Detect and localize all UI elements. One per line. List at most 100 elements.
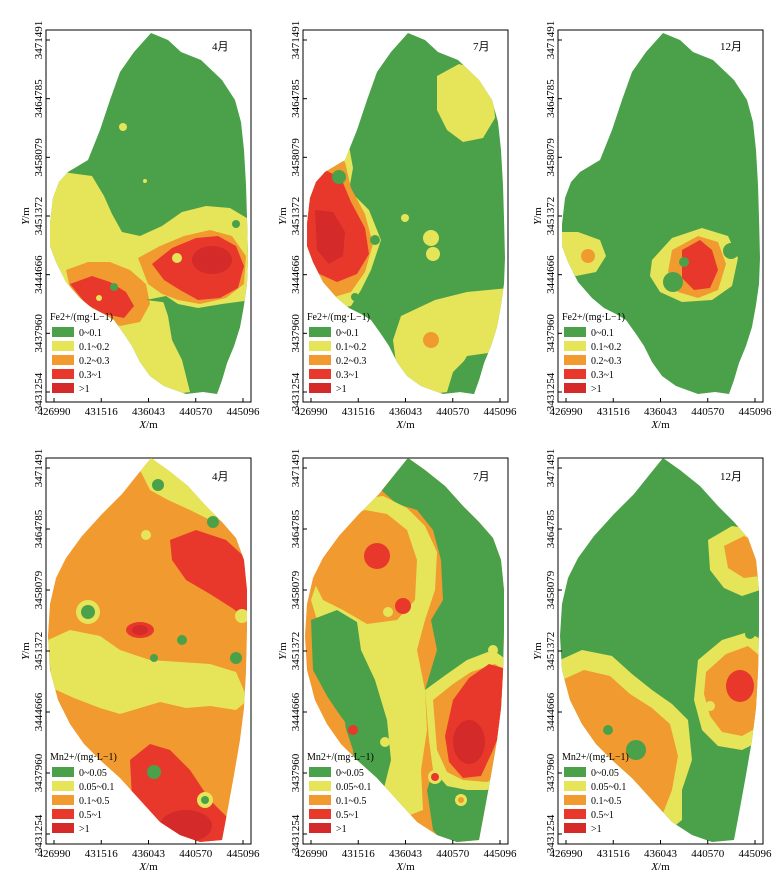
hotspot — [370, 235, 380, 245]
y-axis-label: Y/m — [532, 642, 544, 660]
hotspot — [201, 796, 209, 804]
y-tick-label: 3464785 — [290, 509, 302, 548]
x-axis-label: X/m — [650, 861, 670, 873]
hotspot — [488, 645, 498, 655]
legend-item-label: 0.2~0.3 — [591, 356, 621, 367]
hotspot — [232, 220, 240, 228]
legend-item-label: >1 — [336, 384, 347, 395]
y-tick-label: 3458079 — [545, 570, 557, 609]
zone-red — [170, 530, 247, 620]
zone-darkred — [453, 720, 485, 764]
x-tick-label: 436043 — [389, 848, 423, 860]
hotspot — [143, 179, 147, 183]
x-tick-label: 440570 — [436, 848, 470, 860]
y-tick-label: 3451372 — [33, 197, 45, 236]
legend-title: Fe2+/(mg·L−1) — [50, 312, 113, 323]
zone-map — [305, 458, 504, 842]
legend-swatch — [52, 383, 74, 393]
hotspot — [423, 230, 439, 246]
hotspot — [81, 605, 95, 619]
x-tick-label: 426990 — [295, 848, 329, 860]
legend-swatch — [309, 369, 331, 379]
legend-item-label: 0.5~1 — [79, 810, 102, 821]
x-axis-label: X/m — [395, 419, 415, 431]
legend-item-label: 0.3~1 — [336, 370, 359, 381]
legend-item-label: 0~0.05 — [336, 768, 364, 779]
hotspot — [364, 543, 390, 569]
x-tick-label: 445096 — [227, 406, 261, 418]
legend-item-label: 0.1~0.5 — [79, 796, 109, 807]
y-axis-unit: /m — [532, 207, 544, 219]
y-tick-label: 3437960 — [33, 314, 45, 353]
hotspot — [235, 609, 247, 623]
x-axis-unit: /m — [146, 861, 158, 873]
x-tick-label: 436043 — [132, 848, 166, 860]
y-tick-label: 3458079 — [33, 570, 45, 609]
zone-darkred — [192, 246, 232, 274]
hotspot — [423, 332, 439, 348]
x-tick-label: 445096 — [484, 406, 518, 418]
y-tick-label: 3464785 — [545, 79, 557, 118]
hotspot — [426, 247, 440, 261]
y-tick-label: 3444666 — [290, 692, 302, 731]
legend-swatch — [309, 383, 331, 393]
hotspot — [351, 293, 359, 301]
legend-swatch — [309, 355, 331, 365]
hotspot — [177, 635, 187, 645]
legend-title: Mn2+/(mg·L−1) — [562, 752, 629, 763]
hotspot — [230, 652, 242, 664]
hotspot — [663, 272, 683, 292]
legend-item-label: 0.2~0.3 — [336, 356, 366, 367]
legend: Mn2+/(mg·L−1) 0~0.05 0.05~0.1 0.1~0.5 0.5~1 >… — [50, 752, 117, 835]
y-tick-label: 3431254 — [290, 814, 302, 853]
legend-item-label: 0.1~0.2 — [591, 342, 621, 353]
legend-item-label: 0.2~0.3 — [79, 356, 109, 367]
y-tick-label: 3458079 — [545, 138, 557, 177]
panel-mn-dec: 12月 3471491 3464785 3458079 3451372 3444666 3… — [532, 449, 773, 873]
y-axis-var: Y — [532, 217, 544, 225]
zone-green — [146, 296, 244, 392]
y-tick-label: 3464785 — [290, 79, 302, 118]
legend-item-label: 0~0.1 — [336, 328, 359, 339]
hotspot — [745, 629, 755, 639]
hotspot — [395, 598, 411, 614]
y-tick-label: 3437960 — [290, 314, 302, 353]
y-tick-label: 3451372 — [290, 197, 302, 236]
y-tick-label: 3458079 — [33, 138, 45, 177]
x-axis-var: X — [138, 419, 147, 431]
panel-mn-apr: 4月 3471491 3464785 3458079 3451372 3444666 34… — [20, 449, 260, 873]
x-axis-unit: /m — [403, 861, 415, 873]
legend-item-label: 0.3~1 — [591, 370, 614, 381]
legend-swatch — [309, 781, 331, 791]
hotspot — [383, 607, 393, 617]
x-tick-label: 445096 — [484, 848, 518, 860]
y-tick-label: 3471491 — [33, 449, 45, 488]
y-axis-unit: /m — [20, 207, 32, 219]
legend-swatch — [564, 823, 586, 833]
hotspot — [401, 214, 409, 222]
legend-item-label: >1 — [336, 824, 347, 835]
hotspot — [458, 797, 464, 803]
x-tick-label: 445096 — [739, 848, 773, 860]
legend-item-label: 0.1~0.5 — [336, 796, 366, 807]
x-tick-label: 426990 — [38, 406, 72, 418]
x-tick-label: 440570 — [436, 406, 470, 418]
hotspot — [119, 123, 127, 131]
zone-map — [562, 33, 760, 394]
legend-item-label: 0~0.1 — [79, 328, 102, 339]
legend-swatch — [309, 327, 331, 337]
zone-orange — [724, 536, 759, 578]
hotspot — [380, 737, 390, 747]
legend-swatch — [52, 809, 74, 819]
y-tick-label: 3451372 — [545, 197, 557, 236]
hotspot — [712, 650, 720, 658]
x-axis-unit: /m — [146, 419, 158, 431]
x-tick-label: 431516 — [597, 406, 631, 418]
hotspot — [581, 249, 595, 263]
y-tick-label: 3451372 — [545, 632, 557, 671]
x-axis-var: X — [650, 861, 659, 873]
x-tick-label: 426990 — [550, 406, 584, 418]
legend-swatch — [52, 823, 74, 833]
legend-title: Mn2+/(mg·L−1) — [307, 752, 374, 763]
